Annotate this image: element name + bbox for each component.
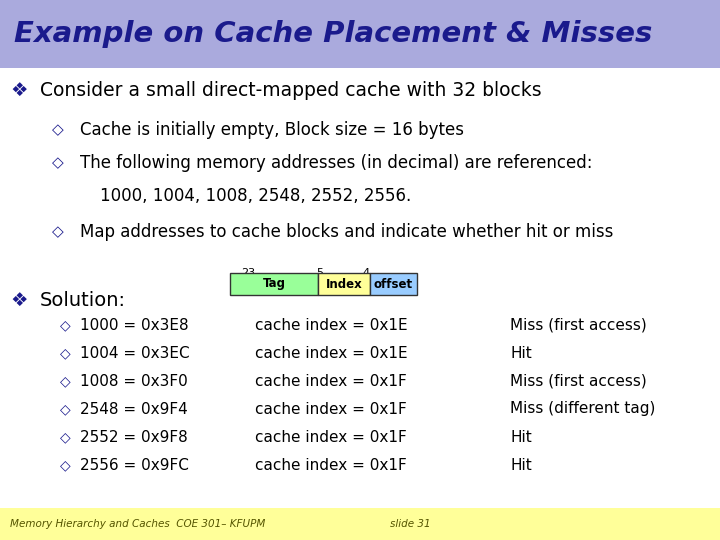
Text: Hit: Hit — [510, 429, 532, 444]
Text: ◇: ◇ — [60, 402, 71, 416]
Text: Miss (first access): Miss (first access) — [510, 374, 647, 388]
Bar — [318, 273, 370, 295]
Text: slide 31: slide 31 — [390, 519, 431, 529]
Text: 23: 23 — [241, 268, 255, 278]
Text: 2552 = 0x9F8: 2552 = 0x9F8 — [80, 429, 188, 444]
Text: ◇: ◇ — [60, 346, 71, 360]
Text: Example on Cache Placement & Misses: Example on Cache Placement & Misses — [14, 20, 652, 48]
Text: 4: 4 — [362, 268, 369, 278]
Text: The following memory addresses (in decimal) are referenced:: The following memory addresses (in decim… — [80, 154, 593, 172]
Text: cache index = 0x1F: cache index = 0x1F — [255, 402, 407, 416]
Text: ❖: ❖ — [10, 291, 27, 309]
Text: ◇: ◇ — [60, 374, 71, 388]
Text: cache index = 0x1F: cache index = 0x1F — [255, 374, 407, 388]
Text: Tag: Tag — [263, 278, 286, 291]
Text: ◇: ◇ — [60, 318, 71, 332]
Text: Hit: Hit — [510, 457, 532, 472]
Text: 1000 = 0x3E8: 1000 = 0x3E8 — [80, 318, 189, 333]
Text: cache index = 0x1F: cache index = 0x1F — [255, 429, 407, 444]
Text: Miss (different tag): Miss (different tag) — [510, 402, 655, 416]
Text: Hit: Hit — [510, 346, 532, 361]
Bar — [0, 0, 720, 68]
Text: Cache is initially empty, Block size = 16 bytes: Cache is initially empty, Block size = 1… — [80, 121, 464, 139]
Text: Index: Index — [325, 278, 362, 291]
Bar — [230, 273, 318, 295]
Text: Memory Hierarchy and Caches  COE 301– KFUPM: Memory Hierarchy and Caches COE 301– KFU… — [10, 519, 266, 529]
Text: ❖: ❖ — [10, 80, 27, 99]
Text: ◇: ◇ — [60, 458, 71, 472]
Text: ◇: ◇ — [52, 156, 64, 171]
Text: 2548 = 0x9F4: 2548 = 0x9F4 — [80, 402, 188, 416]
Bar — [370, 273, 417, 295]
Text: 5: 5 — [317, 268, 323, 278]
Text: ◇: ◇ — [52, 123, 64, 138]
Text: cache index = 0x1F: cache index = 0x1F — [255, 457, 407, 472]
Text: Consider a small direct-mapped cache with 32 blocks: Consider a small direct-mapped cache wit… — [40, 80, 541, 99]
Text: cache index = 0x1E: cache index = 0x1E — [255, 346, 408, 361]
Text: ◇: ◇ — [52, 225, 64, 240]
Text: cache index = 0x1E: cache index = 0x1E — [255, 318, 408, 333]
Text: offset: offset — [374, 278, 413, 291]
Text: Solution:: Solution: — [40, 291, 126, 309]
Text: 1004 = 0x3EC: 1004 = 0x3EC — [80, 346, 189, 361]
Bar — [0, 508, 720, 540]
Text: Miss (first access): Miss (first access) — [510, 318, 647, 333]
Text: 1000, 1004, 1008, 2548, 2552, 2556.: 1000, 1004, 1008, 2548, 2552, 2556. — [100, 187, 411, 205]
Text: ◇: ◇ — [60, 430, 71, 444]
Text: Map addresses to cache blocks and indicate whether hit or miss: Map addresses to cache blocks and indica… — [80, 223, 613, 241]
Text: 2556 = 0x9FC: 2556 = 0x9FC — [80, 457, 189, 472]
Text: 1008 = 0x3F0: 1008 = 0x3F0 — [80, 374, 188, 388]
